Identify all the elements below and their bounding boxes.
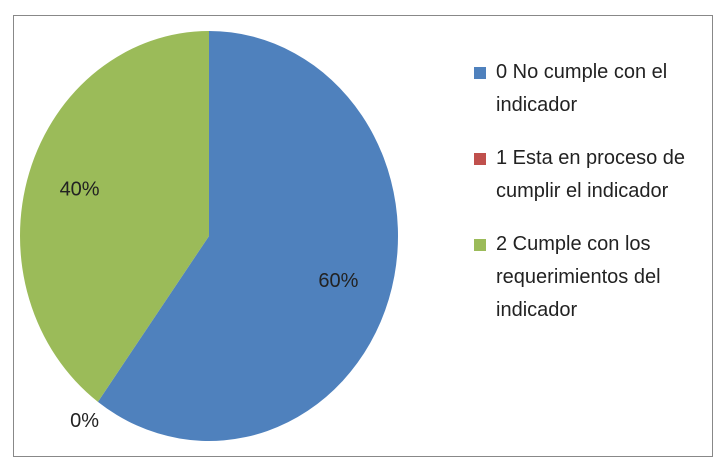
- legend-swatch: [474, 153, 486, 165]
- chart-frame: [13, 15, 713, 457]
- data-label: 40%: [60, 179, 100, 201]
- legend-item: 2 Cumple con los requerimientos del indi…: [474, 228, 714, 327]
- legend-label: 0 No cumple con el indicador: [496, 61, 668, 116]
- legend-swatch: [474, 67, 486, 79]
- legend: 0 No cumple con el indicador 1 Esta en pr…: [474, 56, 714, 347]
- pie-slice: [19, 31, 210, 402]
- legend-swatch: [474, 239, 486, 251]
- pie-slice: [97, 31, 399, 441]
- data-label: 60%: [318, 270, 358, 292]
- legend-label: 2 Cumple con los requerimientos del indi…: [496, 233, 661, 321]
- legend-label: 1 Esta en proceso de cumplir el indicado…: [496, 147, 686, 202]
- data-label: 0%: [70, 410, 99, 432]
- legend-item: 0 No cumple con el indicador: [474, 56, 714, 122]
- legend-item: 1 Esta en proceso de cumplir el indicado…: [474, 142, 714, 208]
